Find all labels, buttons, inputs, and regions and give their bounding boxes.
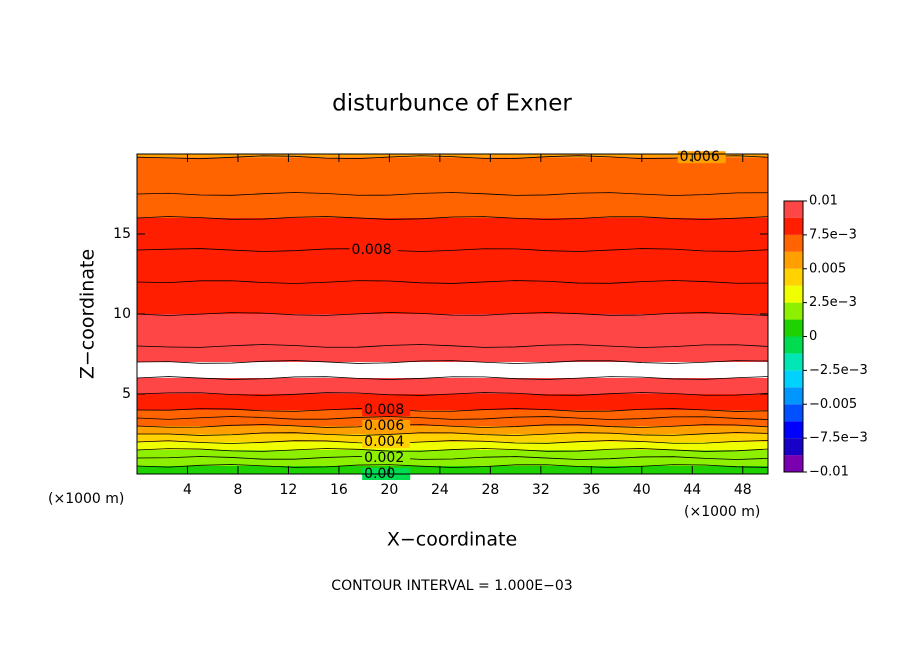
colorbar-swatch — [784, 353, 803, 371]
contour-band — [137, 282, 768, 314]
contour-band — [137, 154, 768, 158]
x-tick-label: 4 — [183, 482, 192, 498]
x-tick-label: 36 — [582, 482, 600, 498]
colorbar-swatch — [784, 217, 803, 235]
y-tick-label: 5 — [122, 386, 131, 402]
y-tick-label: 15 — [113, 226, 131, 242]
x-tick-label: 32 — [532, 482, 550, 498]
contour-line — [136, 280, 769, 284]
y-tick-label: 10 — [113, 306, 131, 322]
contour-line — [136, 392, 769, 396]
x-tick-label: 24 — [431, 482, 449, 498]
contour-line — [136, 440, 769, 444]
colorbar-swatch — [784, 302, 803, 320]
colorbar-tick-label: 2.5e−3 — [809, 295, 857, 310]
colorbar-tick-label: −0.005 — [809, 397, 857, 412]
colorbar-swatch — [784, 234, 803, 252]
contour-label: 0.002 — [364, 450, 404, 466]
contour-label-bg — [349, 244, 398, 256]
contour-line — [136, 216, 769, 220]
colorbar-tick-label: −2.5e−3 — [809, 363, 868, 378]
contour-band — [137, 346, 768, 362]
contour-band — [137, 250, 768, 282]
colorbar-tick-label: −0.01 — [809, 465, 849, 480]
x-tick-label: 20 — [380, 482, 398, 498]
contour-band — [137, 394, 768, 410]
colorbar-swatch — [784, 387, 803, 405]
contour-band — [137, 194, 768, 218]
contour-line — [136, 155, 769, 160]
contour-label-bg — [362, 452, 411, 464]
colorbar-swatch — [784, 438, 803, 456]
contour-band — [137, 450, 768, 458]
contour-band — [137, 458, 768, 466]
contour-line — [136, 464, 769, 468]
contour-line — [136, 408, 769, 412]
contour-band — [137, 434, 768, 442]
colorbar-tick-label: 0 — [809, 329, 817, 344]
contour-band — [137, 410, 768, 418]
contour-band — [137, 426, 768, 434]
contour-band — [137, 442, 768, 450]
x-tick-label: 48 — [734, 482, 752, 498]
x-tick-label: 12 — [280, 482, 298, 498]
colorbar-swatch — [784, 251, 803, 269]
colorbar-swatch — [784, 285, 803, 303]
contour-line — [136, 192, 769, 196]
contour-band — [137, 362, 768, 378]
contour-line — [136, 432, 769, 436]
x-unit: (×1000 m) — [684, 504, 760, 520]
colorbar-tick-label: 0.005 — [809, 261, 846, 276]
colorbar-tick-label: −7.5e−3 — [809, 431, 868, 446]
x-tick-label: 28 — [481, 482, 499, 498]
contour-band — [137, 418, 768, 426]
contour-label: 0.006 — [680, 149, 720, 165]
colorbar-swatch — [784, 404, 803, 422]
chart-title: disturbunce of Exner — [332, 91, 572, 117]
contour-line — [136, 312, 769, 316]
contour-line — [136, 424, 769, 428]
colorbar-swatch — [784, 336, 803, 354]
x-unit: (×1000 m) — [48, 491, 124, 507]
contour-line — [136, 416, 769, 420]
x-tick-label: 40 — [633, 482, 651, 498]
contour-label-bg — [362, 404, 411, 416]
contour-band — [137, 218, 768, 250]
contour-band — [137, 314, 768, 346]
contour-line — [136, 248, 769, 252]
contour-label: 0.006 — [364, 418, 404, 434]
contour-line — [136, 360, 769, 364]
contour-line — [136, 376, 769, 380]
contour-label-bg — [362, 420, 411, 432]
colorbar-swatch — [784, 268, 803, 286]
contour-band — [137, 466, 768, 474]
contour-label: 0.008 — [352, 242, 392, 258]
colorbar-swatch — [784, 201, 803, 218]
contour-note: CONTOUR INTERVAL = 1.000E−03 — [331, 578, 572, 594]
contour-line — [136, 344, 769, 348]
contour-line — [136, 448, 769, 452]
x-tick-label: 16 — [330, 482, 348, 498]
contour-line — [136, 456, 769, 460]
contour-label: 0.004 — [364, 434, 404, 450]
colorbar-swatch — [784, 421, 803, 439]
colorbar-swatch — [784, 455, 803, 472]
y-axis-label: Z−coordinate — [77, 249, 99, 379]
colorbar-tick-label: 0.01 — [809, 194, 838, 209]
contour-band — [137, 378, 768, 394]
colorbar-tick-label: 7.5e−3 — [809, 227, 857, 242]
contour-label: 0.008 — [364, 402, 404, 418]
colorbar-swatch — [784, 319, 803, 337]
x-axis-label: X−coordinate — [387, 529, 517, 551]
contour-label-bg — [362, 436, 411, 448]
x-tick-label: 44 — [683, 482, 701, 498]
colorbar-swatch — [784, 370, 803, 388]
contour-band — [137, 157, 768, 194]
x-tick-label: 8 — [233, 482, 242, 498]
